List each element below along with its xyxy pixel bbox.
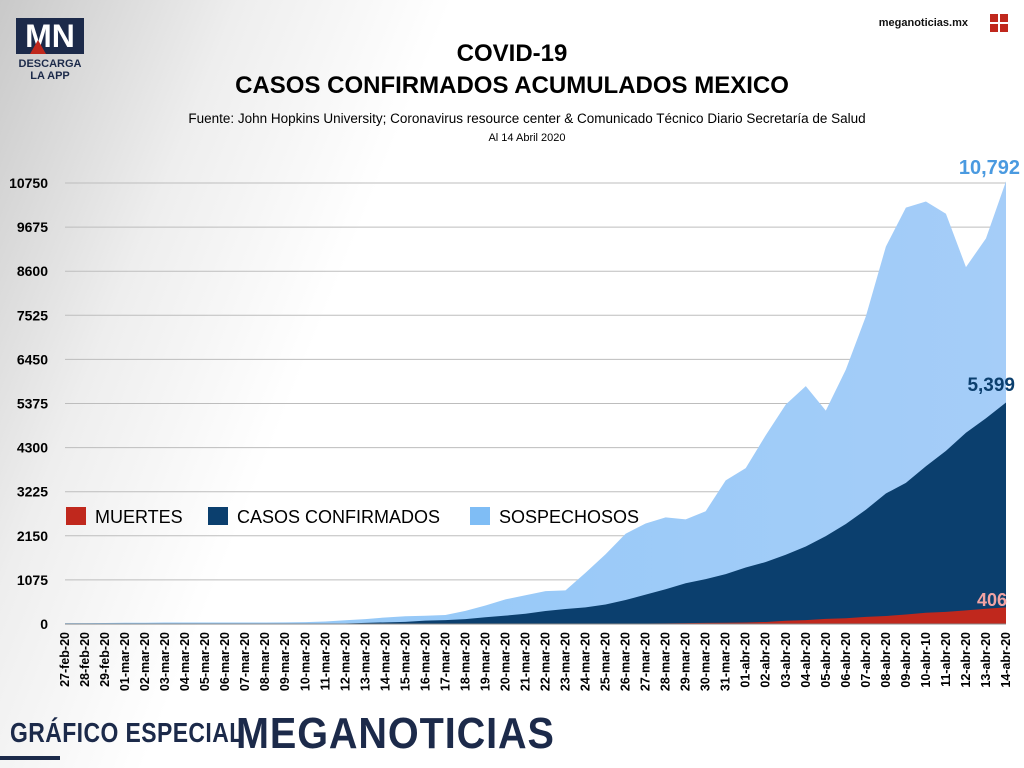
x-tick-label: 13-mar-20: [358, 632, 372, 691]
x-tick-label: 18-mar-20: [458, 632, 472, 691]
x-tick-label: 08-abr-20: [879, 632, 893, 688]
x-tick-label: 14-abr-20: [999, 632, 1013, 688]
legend-label-sospechosos: SOSPECHOSOS: [499, 507, 639, 527]
x-tick-label: 02-abr-20: [759, 632, 773, 688]
y-tick-label: 3225: [17, 484, 48, 500]
x-tick-label: 17-mar-20: [438, 632, 452, 691]
x-tick-label: 27-mar-20: [639, 632, 653, 691]
x-tick-label: 05-mar-20: [198, 632, 212, 691]
mn-logo-icon: MN: [16, 18, 84, 54]
logo-caption: DESCARGA LA APP: [18, 58, 82, 82]
y-tick-label: 0: [40, 616, 48, 632]
y-tick-label: 2150: [17, 528, 48, 544]
y-tick-label: 5375: [17, 396, 48, 412]
x-tick-label: 01-mar-20: [118, 632, 132, 691]
x-tick-label: 01-abr-20: [739, 632, 753, 688]
x-tick-label: 15-mar-20: [398, 632, 412, 691]
x-tick-label: 21-mar-20: [518, 632, 532, 691]
y-axis-ticks: 0 1075 2150 3225 4300 5375 6450 7525 8600 9675 107…: [9, 175, 48, 632]
legend-swatch-muertes: [66, 507, 86, 525]
x-tick-label: 05-abr-20: [819, 632, 833, 688]
x-tick-label: 07-mar-20: [238, 632, 252, 691]
x-tick-label: 29-mar-20: [679, 632, 693, 691]
legend-swatch-confirmados: [208, 507, 228, 525]
x-tick-label: 12-abr-20: [959, 632, 973, 688]
x-tick-label: 12-mar-20: [338, 632, 352, 691]
area-muertes: [65, 607, 1006, 624]
x-tick-label: 27-feb-20: [58, 632, 72, 687]
end-label-muertes: 406: [977, 590, 1007, 610]
x-tick-label: 10-mar-20: [298, 632, 312, 691]
x-tick-label: 07-abr-20: [859, 632, 873, 688]
x-axis-ticks: 27-feb-20 28-feb-20 29-feb-20 01-mar-20 02-m…: [58, 632, 1013, 691]
legend: MUERTES CASOS CONFIRMADOS SOSPECHOSOS: [66, 507, 639, 527]
y-tick-label: 6450: [17, 351, 48, 367]
x-tick-label: 30-mar-20: [699, 632, 713, 691]
x-tick-label: 11-mar-20: [318, 632, 332, 690]
end-label-sospechosos: 10,792: [959, 157, 1020, 179]
area-sospechosos: [65, 181, 1006, 624]
brand-grid-icon: [990, 14, 1008, 32]
x-tick-label: 04-abr-20: [799, 632, 813, 688]
x-tick-label: 20-mar-20: [498, 632, 512, 691]
x-tick-label: 08-mar-20: [258, 632, 272, 691]
x-tick-label: 28-mar-20: [659, 632, 673, 691]
x-tick-label: 14-mar-20: [378, 632, 392, 691]
y-tick-label: 8600: [17, 263, 48, 279]
x-tick-label: 13-abr-20: [979, 632, 993, 688]
y-tick-label: 9675: [17, 219, 48, 235]
x-tick-label: 04-mar-20: [178, 632, 192, 691]
area-confirmados: [65, 402, 1006, 624]
legend-swatch-sospechosos: [470, 507, 490, 525]
x-tick-label: 10-abr-10: [919, 632, 933, 688]
x-tick-label: 26-mar-20: [619, 632, 633, 691]
legend-label-muertes: MUERTES: [95, 507, 183, 527]
y-tick-label: 1075: [17, 572, 48, 588]
chart-source: Fuente: John Hopkins University; Coronav…: [188, 111, 866, 126]
footer-special: GRÁFICO ESPECIAL: [10, 717, 244, 748]
x-tick-label: 03-mar-20: [158, 632, 172, 691]
footer-brand: MEGANOTICIAS: [236, 709, 555, 758]
logo-text: MN: [25, 18, 75, 54]
y-tick-label: 4300: [17, 440, 48, 456]
x-tick-label: 25-mar-20: [599, 632, 613, 691]
x-tick-label: 06-abr-20: [839, 632, 853, 688]
footer-rule: [0, 756, 60, 760]
chart-subtitle: CASOS CONFIRMADOS ACUMULADOS MEXICO: [235, 72, 789, 99]
x-tick-label: 09-abr-20: [899, 632, 913, 688]
end-labels: 10,792 5,399 406: [959, 157, 1020, 610]
x-tick-label: 24-mar-20: [579, 632, 593, 691]
x-tick-label: 16-mar-20: [418, 632, 432, 691]
chart-date: Al 14 Abril 2020: [488, 132, 566, 144]
chart-title: COVID-19: [456, 40, 568, 67]
x-tick-label: 09-mar-20: [278, 632, 292, 691]
x-tick-label: 02-mar-20: [138, 632, 152, 691]
x-tick-label: 03-abr-20: [779, 632, 793, 688]
x-tick-label: 22-mar-20: [539, 632, 553, 691]
end-label-confirmados: 5,399: [967, 375, 1015, 396]
y-tick-label: 7525: [17, 307, 48, 323]
x-tick-label: 19-mar-20: [478, 632, 492, 691]
x-tick-label: 28-feb-20: [78, 632, 92, 687]
x-tick-label: 11-abr-20: [939, 632, 953, 687]
x-tick-label: 06-mar-20: [218, 632, 232, 691]
app-logo[interactable]: MN DESCARGA LA APP: [16, 18, 86, 82]
x-tick-label: 23-mar-20: [559, 632, 573, 691]
x-tick-label: 29-feb-20: [98, 632, 112, 687]
series-areas: [65, 181, 1006, 625]
x-tick-label: 31-mar-20: [719, 632, 733, 691]
site-link[interactable]: meganoticias.mx: [878, 17, 968, 29]
y-tick-label: 10750: [9, 175, 48, 191]
legend-label-confirmados: CASOS CONFIRMADOS: [237, 507, 440, 527]
